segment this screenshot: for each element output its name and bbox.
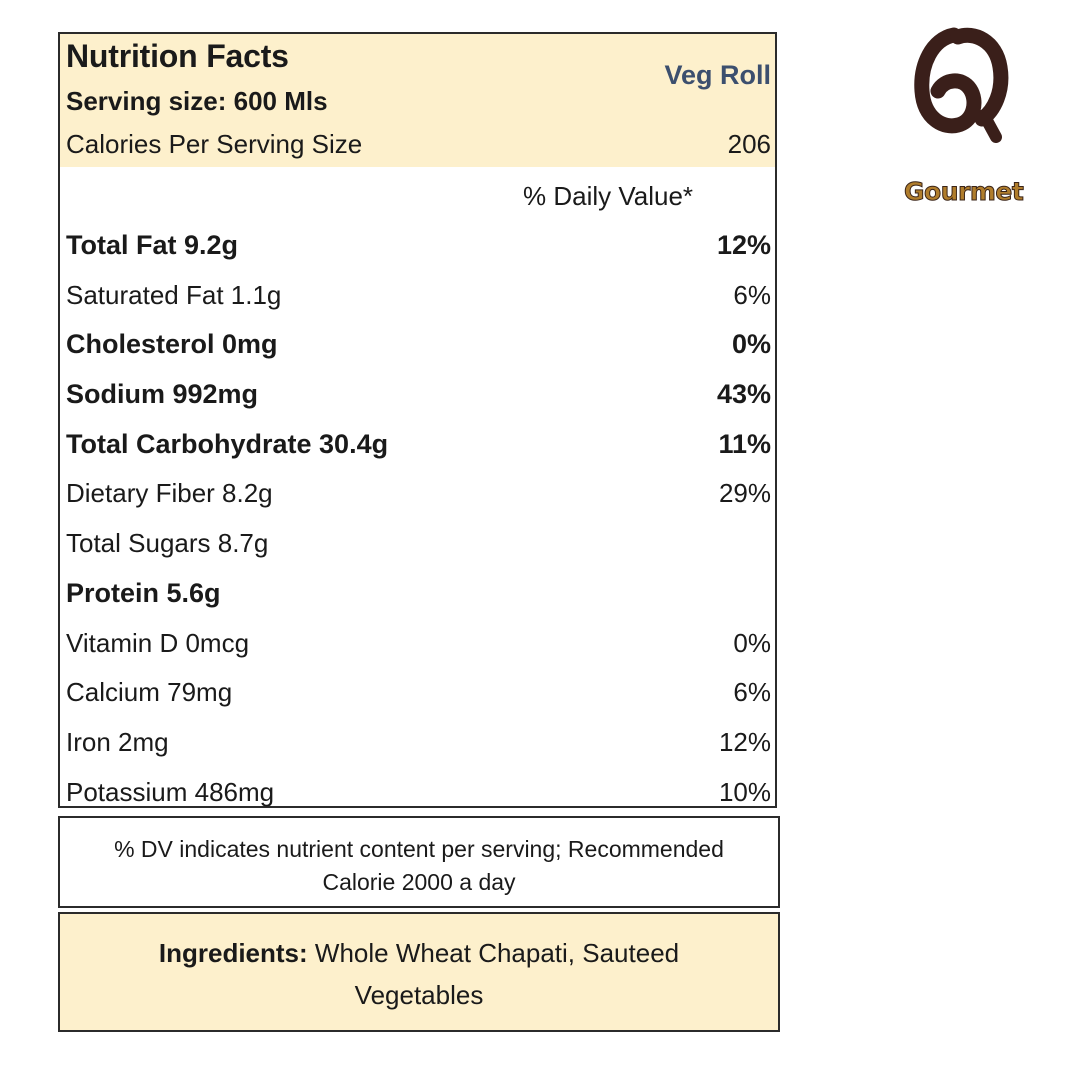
nutrient-daily-value: 43% — [716, 379, 771, 410]
nutrient-row: Dietary Fiber 8.2g 29% — [60, 470, 775, 520]
nutrient-daily-value: 29% — [718, 478, 771, 509]
nutrient-row: Total Fat 9.2g 12% — [60, 222, 775, 272]
nutrient-row: Total Carbohydrate 30.4g 11% — [60, 421, 775, 471]
nutrient-list: Total Fat 9.2g 12% Saturated Fat 1.1g 6% Cho… — [60, 222, 775, 818]
nutrient-row: Protein 5.6g — [60, 570, 775, 620]
nutrient-name: Total Carbohydrate 30.4g — [66, 428, 389, 459]
label-header: Nutrition Facts Veg Roll Serving size: 6… — [60, 34, 775, 167]
calories-label: Calories Per Serving Size — [66, 129, 363, 159]
nutrient-daily-value: 0% — [731, 329, 771, 360]
calories-value: 206 — [727, 129, 771, 159]
nutrient-daily-value: 6% — [733, 677, 771, 708]
nutrient-name: Iron 2mg — [66, 726, 169, 757]
nutrient-name: Dietary Fiber 8.2g — [66, 478, 273, 509]
product-name: Veg Roll — [664, 60, 771, 90]
nutrient-daily-value: 6% — [733, 279, 771, 310]
nutrient-name: Calcium 79mg — [66, 677, 233, 708]
nutrient-name: Vitamin D 0mcg — [66, 627, 250, 658]
nutrient-name: Total Fat 9.2g — [66, 230, 239, 260]
nutrient-daily-value: 0% — [733, 627, 771, 658]
nutrient-row: Calcium 79mg 6% — [60, 669, 775, 719]
nutrient-row: Vitamin D 0mcg 0% — [60, 620, 775, 670]
daily-value-header: % Daily Value* — [523, 181, 694, 211]
nutrient-name: Protein 5.6g — [66, 577, 221, 608]
nutrient-daily-value: 10% — [718, 776, 771, 807]
logo-text: Gourmet — [903, 177, 1024, 207]
nutrient-name: Total Sugars 8.7g — [66, 528, 269, 559]
nutrient-daily-value: 12% — [716, 230, 771, 260]
label-title: Nutrition Facts — [66, 38, 289, 74]
nutrient-row: Cholesterol 0mg 0% — [60, 321, 775, 371]
serving-size: Serving size: 600 Mls — [66, 86, 328, 116]
footnote: % DV indicates nutrient content per serv… — [58, 816, 780, 908]
nutrient-row: Iron 2mg 12% — [60, 719, 775, 769]
nutrient-daily-value: 12% — [718, 726, 771, 757]
footnote-text: % DV indicates nutrient content per serv… — [114, 836, 724, 895]
nutrient-name: Saturated Fat 1.1g — [66, 279, 282, 310]
nutrient-row: Saturated Fat 1.1g 6% — [60, 272, 775, 322]
ingredients-box: Ingredients: Whole Wheat Chapati, Sautee… — [58, 912, 780, 1032]
ingredients-label: Ingredients: — [158, 938, 308, 968]
nutrient-daily-value: 11% — [718, 428, 771, 459]
ingredients-text: Whole Wheat Chapati, Sauteed Vegetables — [314, 938, 680, 1010]
nutrient-name: Potassium 486mg — [66, 776, 275, 807]
nutrient-name: Sodium 992mg — [66, 379, 259, 410]
gourmet-logo-icon — [914, 27, 1009, 143]
nutrient-row: Total Sugars 8.7g — [60, 520, 775, 570]
nutrient-row: Sodium 992mg 43% — [60, 371, 775, 421]
nutrient-name: Cholesterol 0mg — [66, 329, 278, 360]
brand-logo: Gourmet — [898, 25, 1028, 207]
nutrition-label: Nutrition Facts Veg Roll Serving size: 6… — [58, 32, 777, 808]
nutrient-row: Potassium 486mg 10% — [60, 769, 775, 819]
